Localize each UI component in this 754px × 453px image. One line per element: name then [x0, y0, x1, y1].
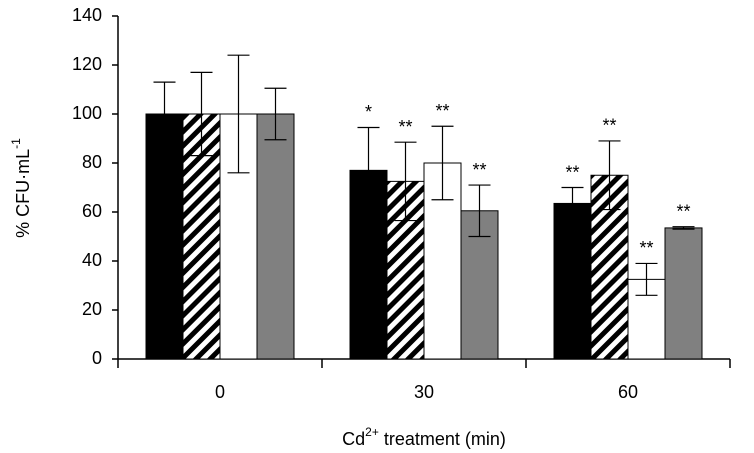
bar [256, 113, 295, 360]
significance-label: ** [639, 238, 653, 258]
y-tick-label: 120 [72, 54, 102, 74]
x-tick-label: 30 [414, 382, 434, 402]
y-tick-label: 100 [72, 103, 102, 123]
x-label-text: treatment (min) [379, 429, 506, 449]
y-axis-label: % CFU·mL-1 [9, 138, 33, 238]
y-tick-label: 40 [82, 250, 102, 270]
y-tick-label: 0 [92, 348, 102, 368]
y-label-sup: -1 [9, 138, 23, 149]
error-bar [190, 71, 213, 157]
x-axis-label: Cd2+ treatment (min) [342, 425, 506, 449]
bar [460, 210, 499, 360]
y-label-text: % CFU·mL [13, 149, 33, 238]
y-tick-label: 80 [82, 152, 102, 172]
error-bar [394, 141, 417, 222]
y-tick-label: 60 [82, 201, 102, 221]
y-tick-label: 140 [72, 5, 102, 25]
bar [553, 202, 592, 360]
x-label-text: Cd [342, 429, 365, 449]
error-bar [431, 125, 454, 201]
significance-label: * [365, 102, 372, 122]
y-tick-label: 20 [82, 299, 102, 319]
error-bar [635, 262, 658, 296]
error-bar [264, 87, 287, 141]
significance-label: ** [676, 201, 690, 221]
error-bar [227, 54, 250, 174]
significance-label: ** [565, 162, 579, 182]
error-bar [672, 226, 695, 230]
error-bar [561, 186, 584, 220]
significance-label: ** [435, 101, 449, 121]
x-label-sup: 2+ [365, 425, 379, 439]
error-bar [153, 81, 176, 147]
error-bar [598, 140, 621, 211]
bar [145, 113, 184, 360]
significance-label: ** [398, 117, 412, 137]
significance-label: ** [472, 160, 486, 180]
error-bar [357, 126, 380, 214]
x-tick-label: 60 [618, 382, 638, 402]
error-bar [468, 184, 491, 238]
significance-label: ** [602, 116, 616, 136]
bar [664, 227, 703, 360]
x-tick-label: 0 [215, 382, 225, 402]
bar [349, 169, 388, 360]
